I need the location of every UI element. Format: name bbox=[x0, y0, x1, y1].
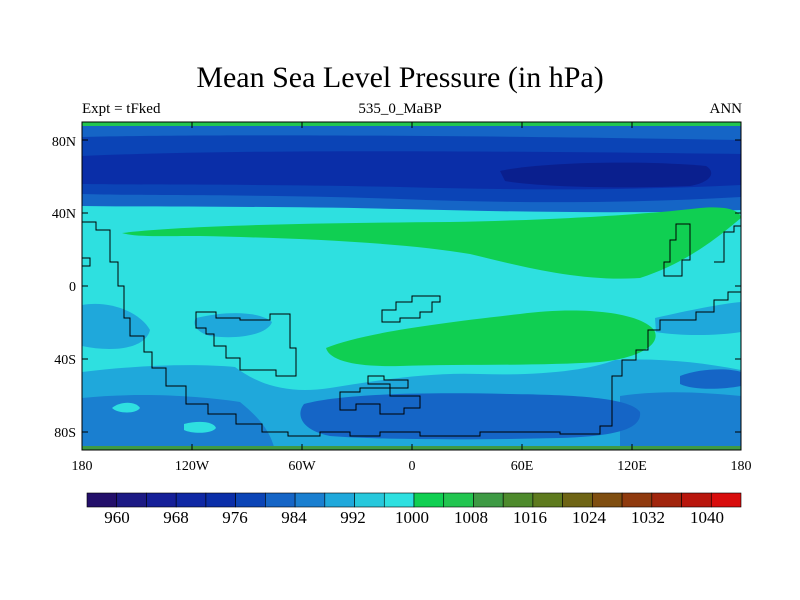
colorbar-box-19 bbox=[651, 492, 682, 508]
field-patch-south-blob bbox=[112, 402, 140, 413]
colorbar-box-13 bbox=[473, 492, 504, 508]
colorbar-box-15 bbox=[532, 492, 563, 508]
coastline-east-peninsula bbox=[663, 223, 691, 277]
colorbar-box-16 bbox=[562, 492, 593, 508]
colorbar-box-4 bbox=[205, 492, 236, 508]
season-label: ANN bbox=[709, 101, 743, 117]
colorbar-box-8 bbox=[324, 492, 355, 508]
field-south-mid bbox=[82, 392, 741, 450]
colorbar-label-1000: 1000 bbox=[395, 508, 429, 527]
continent-outlines bbox=[82, 221, 741, 437]
x-tick-label-180-left: 180 bbox=[72, 459, 93, 474]
x-tick-label-120e: 120E bbox=[617, 459, 647, 474]
x-axis-labels: 180 120W 60W 0 60E 120E 180 bbox=[72, 459, 752, 474]
colorbar-label-992: 992 bbox=[340, 508, 366, 527]
colorbar-label-1016: 1016 bbox=[513, 508, 547, 527]
x-tick-label-180-right: 180 bbox=[731, 459, 752, 474]
colorbar-box-11 bbox=[413, 492, 445, 508]
period-label: 535_0_MaBP bbox=[358, 101, 442, 117]
colorbar-box-5 bbox=[235, 492, 266, 508]
field-patch-west-trop bbox=[82, 303, 150, 349]
coastline-east-interior bbox=[714, 225, 741, 263]
x-tick-label-0: 0 bbox=[409, 459, 416, 474]
colorbar-box-9 bbox=[354, 492, 385, 508]
colorbar-label-1032: 1032 bbox=[631, 508, 665, 527]
colorbar-box-17 bbox=[592, 492, 623, 508]
colorbar-box-20 bbox=[681, 492, 712, 508]
field-north-high bbox=[122, 207, 741, 279]
colorbar-box-6 bbox=[265, 492, 296, 508]
coastline-central-island bbox=[195, 311, 297, 377]
colorbar-label-984: 984 bbox=[281, 508, 307, 527]
colorbar-label-1040: 1040 bbox=[690, 508, 724, 527]
colorbar-label-1024: 1024 bbox=[572, 508, 607, 527]
x-tick-label-60w: 60W bbox=[288, 459, 316, 474]
field-patch-south-east bbox=[680, 369, 741, 389]
chart-title: Mean Sea Level Pressure (in hPa) bbox=[196, 61, 604, 94]
y-tick-label-80s: 80S bbox=[54, 426, 76, 441]
field-south-core bbox=[300, 393, 641, 440]
y-tick-label-80n: 80N bbox=[52, 135, 76, 150]
coastline-southern-islet bbox=[367, 375, 409, 389]
coastline-southern-island bbox=[339, 387, 421, 415]
y-tick-label-40s: 40S bbox=[54, 353, 76, 368]
colorbar-box-3 bbox=[175, 492, 207, 508]
colorbar-box-14 bbox=[502, 492, 534, 508]
field-south-high bbox=[326, 310, 656, 367]
field-patch-atlantic bbox=[194, 313, 272, 338]
colorbar-box-1 bbox=[116, 492, 147, 508]
colorbar-box-10 bbox=[383, 492, 415, 508]
coastline-west-fragment bbox=[82, 257, 91, 267]
colorbar-box-7 bbox=[294, 492, 326, 508]
coastline-west-continent bbox=[82, 221, 741, 437]
colorbar-label-960: 960 bbox=[104, 508, 130, 527]
map-field bbox=[82, 122, 741, 450]
colorbar-box-0 bbox=[86, 492, 118, 508]
field-patch-south-light bbox=[184, 421, 216, 433]
colorbar-box-18 bbox=[621, 492, 653, 508]
colorbar-box-12 bbox=[443, 492, 474, 508]
y-tick-label-40n: 40N bbox=[52, 207, 76, 222]
colorbar-box-2 bbox=[146, 492, 177, 508]
colorbar bbox=[86, 492, 742, 508]
x-tick-label-60e: 60E bbox=[511, 459, 534, 474]
colorbar-label-976: 976 bbox=[222, 508, 248, 527]
y-axis-labels: 80N 40N 0 40S 80S bbox=[52, 135, 76, 441]
coastline-equatorial-island bbox=[381, 295, 441, 323]
axis-ticks bbox=[81, 122, 742, 450]
x-tick-label-120w: 120W bbox=[175, 459, 210, 474]
colorbar-label-1008: 1008 bbox=[454, 508, 488, 527]
field-patch-east-trop bbox=[655, 302, 741, 335]
colorbar-labels: 960 968 976 984 992 1000 1008 1016 1024 … bbox=[104, 508, 724, 527]
y-tick-label-0: 0 bbox=[69, 280, 76, 295]
field-north-core bbox=[500, 162, 712, 188]
experiment-label: Expt = tFked bbox=[82, 101, 161, 117]
colorbar-label-968: 968 bbox=[163, 508, 189, 527]
colorbar-box-21 bbox=[710, 492, 742, 508]
